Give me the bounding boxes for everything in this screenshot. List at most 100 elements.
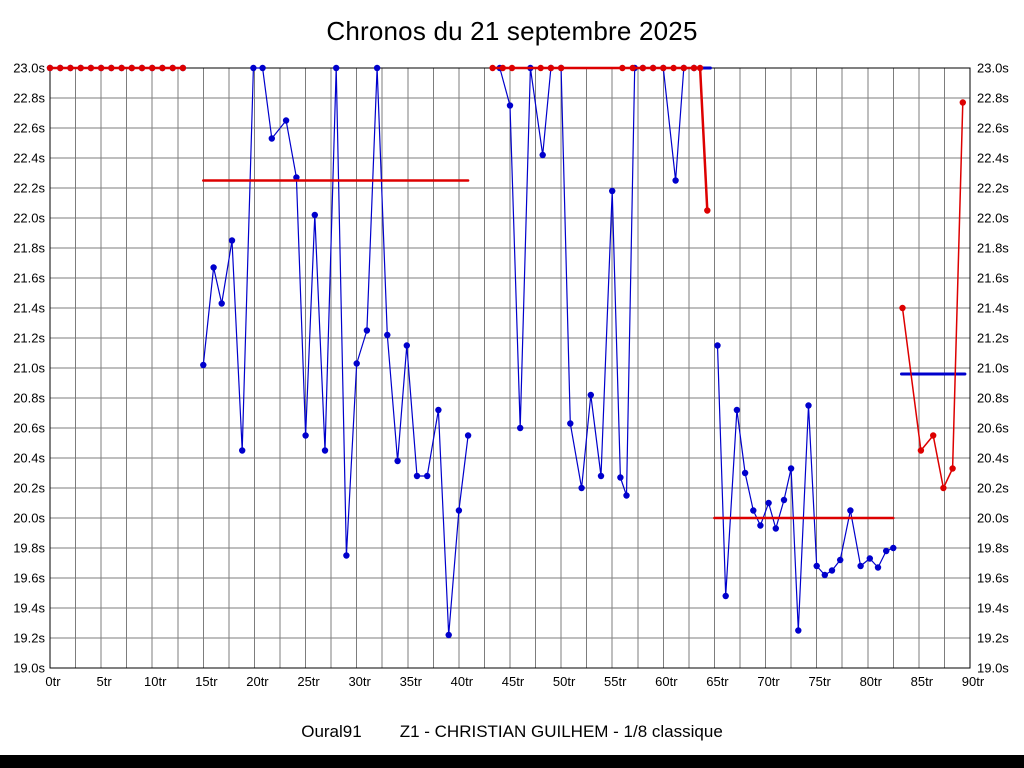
y-axis-tick-label-right: 22.2s bbox=[977, 181, 1009, 196]
reference-red-point bbox=[46, 64, 54, 72]
lap-times-blue-point bbox=[813, 562, 820, 570]
y-axis-tick-label-left: 20.4s bbox=[13, 451, 45, 466]
y-axis-tick-label-left: 22.4s bbox=[13, 151, 45, 166]
y-axis-tick-label-left: 22.8s bbox=[13, 91, 45, 106]
y-axis-tick-label-left: 22.2s bbox=[13, 181, 45, 196]
reference-red-point bbox=[87, 64, 95, 72]
lap-times-blue-point bbox=[805, 402, 812, 409]
lap-times-blue-point bbox=[617, 474, 624, 481]
lap-times-blue-point bbox=[373, 64, 381, 72]
lap-times-blue-point bbox=[363, 327, 371, 334]
bottom-black-bar bbox=[0, 755, 1024, 768]
footer-driver-label: Z1 - CHRISTIAN GUILHEM - 1/8 classique bbox=[399, 722, 723, 741]
lap-times-blue-point bbox=[874, 564, 882, 571]
x-axis-tick-label: 0tr bbox=[45, 674, 61, 689]
lap-times-blue-point bbox=[353, 360, 360, 367]
y-axis-tick-label-left: 19.8s bbox=[13, 541, 45, 556]
reference-red-point bbox=[118, 64, 125, 72]
y-axis-tick-label-right: 21.0s bbox=[977, 361, 1009, 376]
lap-times-blue-point bbox=[733, 406, 741, 414]
reference-red-point bbox=[670, 64, 677, 72]
y-axis-tick-label-left: 20.2s bbox=[13, 481, 45, 496]
reference-red-point bbox=[537, 64, 544, 72]
reference-red-point bbox=[499, 64, 506, 72]
footer-event-label: Oural91 bbox=[301, 722, 362, 741]
footer: Oural91 Z1 - CHRISTIAN GUILHEM - 1/8 clas… bbox=[0, 722, 1024, 742]
y-axis-tick-label-left: 20.8s bbox=[13, 391, 45, 406]
lap-times-blue-point bbox=[259, 64, 266, 72]
y-axis-tick-label-left: 20.6s bbox=[13, 421, 45, 436]
reference-red-point bbox=[489, 64, 496, 72]
x-axis-tick-label: 15tr bbox=[195, 674, 218, 689]
y-axis-tick-label-left: 22.0s bbox=[13, 211, 45, 226]
x-axis-tick-label: 20tr bbox=[246, 674, 269, 689]
reference-red-point bbox=[930, 432, 937, 439]
lap-times-blue-point bbox=[539, 151, 546, 159]
lap-times-blue-point bbox=[210, 264, 217, 271]
lap-times-blue-point bbox=[384, 331, 391, 339]
x-axis-tick-label: 80tr bbox=[860, 674, 883, 689]
lap-times-blue-point bbox=[772, 525, 779, 532]
lap-times-blue-point bbox=[714, 342, 721, 349]
reference-red-point bbox=[159, 64, 166, 72]
lap-times-blue-point bbox=[445, 631, 452, 639]
y-axis-tick-label-left: 19.2s bbox=[13, 631, 45, 646]
lap-times-blue-point bbox=[795, 627, 802, 634]
y-axis-tick-label-right: 23.0s bbox=[977, 61, 1009, 76]
y-axis-tick-label-left: 19.6s bbox=[13, 571, 45, 586]
x-axis-tick-label: 55tr bbox=[604, 674, 627, 689]
reference-red-point bbox=[169, 64, 176, 72]
lap-times-blue-point bbox=[780, 496, 788, 504]
lap-times-blue-point bbox=[623, 492, 630, 499]
lap-times-blue-point bbox=[828, 567, 836, 574]
lap-times-blue-point bbox=[464, 432, 472, 439]
y-axis-tick-label-left: 20.0s bbox=[13, 511, 45, 526]
reference-red-point bbox=[108, 64, 115, 72]
y-axis-tick-label-right: 21.2s bbox=[977, 331, 1009, 346]
lap-times-blue-point bbox=[200, 361, 207, 369]
lap-times-blue-point bbox=[741, 469, 749, 477]
lap-times-blue-point bbox=[821, 571, 828, 579]
y-axis-tick-label-right: 21.6s bbox=[977, 271, 1009, 286]
y-axis-tick-label-right: 21.4s bbox=[977, 301, 1009, 316]
lap-times-blue-point bbox=[609, 187, 616, 195]
reference-red-point bbox=[917, 447, 925, 454]
lap-times-blue-point bbox=[722, 592, 729, 600]
y-axis-tick-label-right: 22.0s bbox=[977, 211, 1009, 226]
x-axis-tick-label: 30tr bbox=[348, 674, 371, 689]
reference-red-point bbox=[619, 64, 626, 72]
y-axis-tick-label-left: 21.6s bbox=[13, 271, 45, 286]
reference-red-point bbox=[949, 465, 956, 472]
lap-times-blue-point bbox=[597, 472, 605, 480]
reference-red-line bbox=[901, 101, 964, 489]
y-axis-tick-label-right: 20.8s bbox=[977, 391, 1009, 406]
y-axis-tick-label-right: 22.6s bbox=[977, 121, 1009, 136]
lap-times-blue-point bbox=[672, 177, 679, 184]
reference-red-point bbox=[704, 207, 711, 214]
lap-times-blue-point bbox=[218, 300, 225, 307]
lap-times-blue-point bbox=[578, 484, 585, 492]
x-axis-tick-label: 45tr bbox=[502, 674, 525, 689]
y-axis-tick-label-right: 20.4s bbox=[977, 451, 1009, 466]
lap-times-blue-point bbox=[847, 507, 854, 514]
reference-red-point bbox=[149, 64, 156, 72]
reference-red-point bbox=[77, 64, 84, 72]
x-axis-tick-label: 40tr bbox=[451, 674, 474, 689]
lap-times-blue-point bbox=[567, 420, 574, 427]
lap-times-blue-point bbox=[394, 457, 401, 465]
x-axis-tick-label: 60tr bbox=[655, 674, 678, 689]
reference-red-point bbox=[940, 484, 947, 492]
y-axis-tick-label-left: 19.0s bbox=[13, 661, 45, 676]
y-axis-tick-label-left: 21.2s bbox=[13, 331, 45, 346]
x-axis-tick-label: 5tr bbox=[97, 674, 113, 689]
reference-red-point bbox=[557, 64, 565, 72]
lap-times-blue-point bbox=[757, 522, 764, 529]
lap-times-blue-point bbox=[343, 552, 350, 559]
reference-red-point bbox=[179, 64, 187, 72]
y-axis-tick-label-right: 20.2s bbox=[977, 481, 1009, 496]
lap-times-blue-point bbox=[321, 447, 329, 454]
reference-red-point bbox=[639, 64, 647, 72]
lap-times-blue-line bbox=[499, 67, 695, 497]
lap-times-blue-point bbox=[455, 507, 463, 514]
